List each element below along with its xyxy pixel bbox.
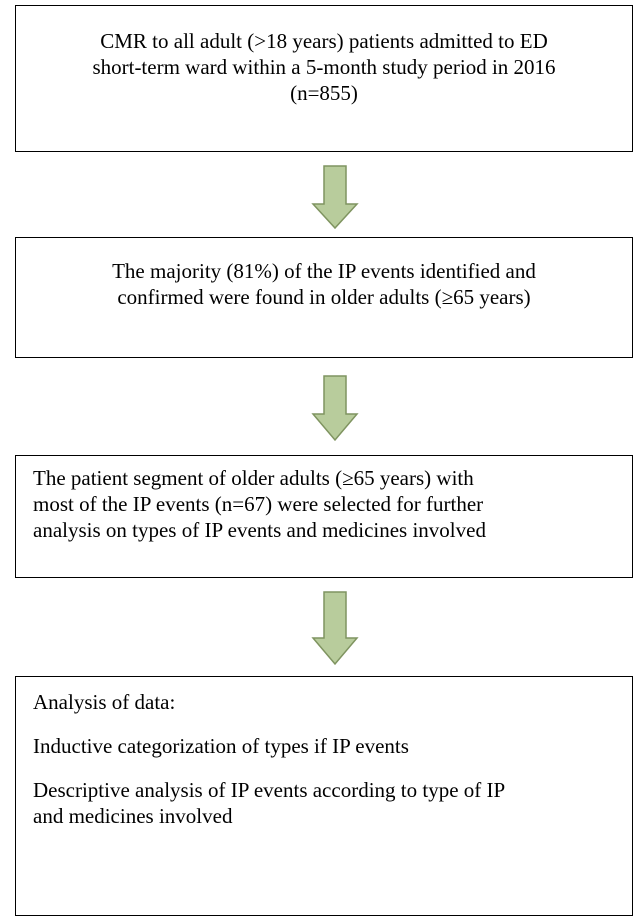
paragraph: Descriptive analysis of IP events accord… (33, 777, 632, 829)
arrow-down (311, 375, 359, 442)
box: The majority (81%) of the IP events iden… (15, 237, 633, 358)
box-text: (n=855) (290, 81, 358, 105)
box-text: most of the IP events (n=67) were select… (33, 492, 484, 516)
arrow-down (311, 165, 359, 230)
box-text: CMR to all adult (>18 years) patients ad… (100, 29, 548, 53)
box-text: short-term ward within a 5-month study p… (92, 55, 556, 79)
box-text: The patient segment of older adults (≥65… (33, 466, 474, 490)
paragraph: Inductive categorization of types if IP … (33, 733, 632, 759)
box-text: confirmed were found in older adults (≥6… (117, 285, 531, 309)
arrow-down (311, 591, 359, 666)
paragraph: Analysis of data: (33, 689, 632, 715)
box: Analysis of data: Inductive categorizati… (15, 676, 633, 916)
box-text: Inductive categorization of types if IP … (33, 734, 409, 758)
box-text: analysis on types of IP events and medic… (33, 518, 486, 542)
box: CMR to all adult (>18 years) patients ad… (15, 5, 633, 152)
box: The patient segment of older adults (≥65… (15, 455, 633, 578)
box-text: Descriptive analysis of IP events accord… (33, 778, 506, 802)
box-text: Analysis of data: (33, 690, 176, 714)
box-text: and medicines involved (33, 804, 233, 828)
box-text: The majority (81%) of the IP events iden… (112, 259, 536, 283)
